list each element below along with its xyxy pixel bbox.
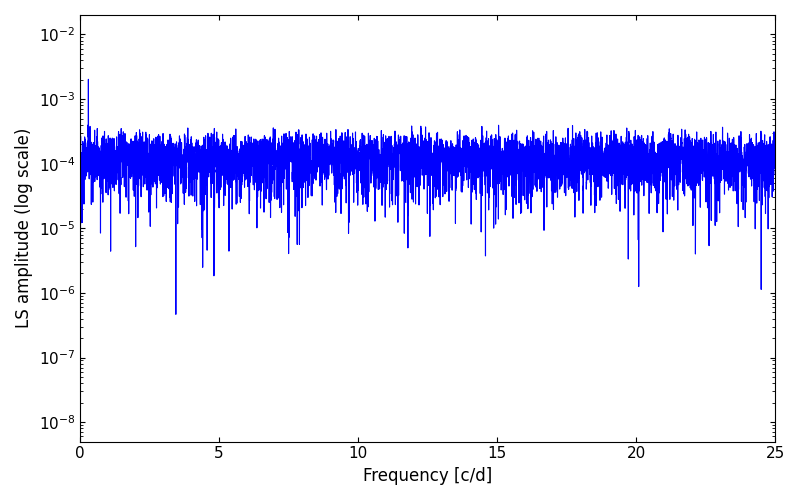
Y-axis label: LS amplitude (log scale): LS amplitude (log scale) [15, 128, 33, 328]
X-axis label: Frequency [c/d]: Frequency [c/d] [363, 467, 492, 485]
